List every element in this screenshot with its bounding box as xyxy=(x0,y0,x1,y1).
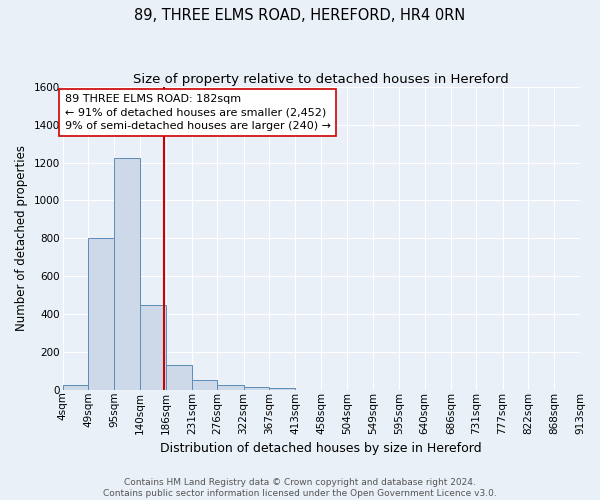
Bar xyxy=(62,386,88,390)
X-axis label: Distribution of detached houses by size in Hereford: Distribution of detached houses by size … xyxy=(160,442,482,455)
Bar xyxy=(192,380,217,390)
Text: 89 THREE ELMS ROAD: 182sqm
← 91% of detached houses are smaller (2,452)
9% of se: 89 THREE ELMS ROAD: 182sqm ← 91% of deta… xyxy=(65,94,331,130)
Title: Size of property relative to detached houses in Hereford: Size of property relative to detached ho… xyxy=(133,72,509,86)
Y-axis label: Number of detached properties: Number of detached properties xyxy=(15,146,28,332)
Bar xyxy=(269,388,295,390)
Bar xyxy=(166,366,192,390)
Text: Contains HM Land Registry data © Crown copyright and database right 2024.
Contai: Contains HM Land Registry data © Crown c… xyxy=(103,478,497,498)
Bar xyxy=(244,388,269,390)
Bar xyxy=(115,158,140,390)
Bar xyxy=(88,238,115,390)
Bar xyxy=(217,386,244,390)
Text: 89, THREE ELMS ROAD, HEREFORD, HR4 0RN: 89, THREE ELMS ROAD, HEREFORD, HR4 0RN xyxy=(134,8,466,22)
Bar xyxy=(140,305,166,390)
